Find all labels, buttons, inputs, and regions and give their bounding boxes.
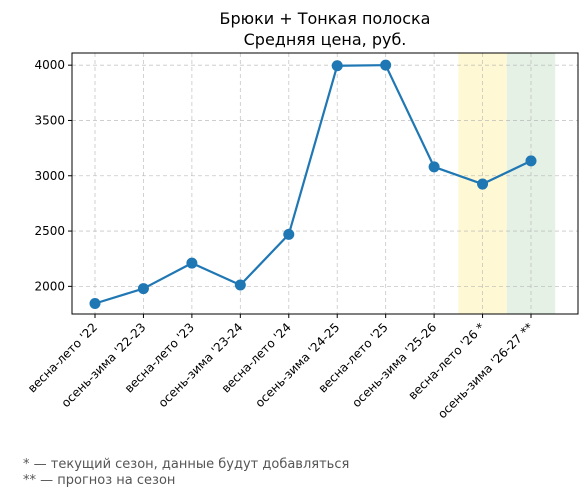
y-tick-label-1: 2500 (34, 224, 65, 238)
data-point-5 (331, 60, 343, 72)
data-point-2 (186, 257, 198, 269)
series-line-0 (94, 64, 532, 305)
footnote-forecast: ** — прогноз на сезон (23, 473, 176, 488)
data-point-1 (137, 283, 149, 295)
y-tick-label-3: 3500 (34, 113, 65, 127)
highlight-bands (458, 53, 556, 314)
y-tick-label-2: 3000 (34, 169, 65, 183)
chart-title-line1: Брюки + Тонкая полоска (220, 9, 431, 28)
grid-lines (72, 53, 578, 314)
data-point-7 (428, 161, 440, 173)
x-tick-label-1: осень-зима '22-23 (59, 320, 149, 410)
footnote-current-season: * — текущий сезон, данные будут добавлят… (23, 457, 350, 472)
highlight-band-1 (506, 53, 556, 314)
x-tick-label-7: осень-зима '25-26 (349, 320, 439, 410)
series-group (89, 59, 537, 309)
data-point-6 (380, 59, 392, 71)
y-tick-label-4: 4000 (34, 58, 65, 72)
data-point-8 (477, 178, 489, 190)
x-tick-label-9: осень-зима '26-27 ** (435, 320, 536, 421)
chart-title-line2: Средняя цена, руб. (244, 30, 407, 49)
x-tick-label-3: осень-зима '23-24 (156, 320, 246, 410)
data-point-4 (283, 228, 295, 240)
y-axis: 2000 2500 3000 3500 4000 (34, 58, 72, 293)
data-point-0 (89, 297, 101, 309)
x-tick-label-5: осень-зима '24-25 (252, 320, 342, 410)
data-point-3 (234, 279, 246, 291)
data-point-9 (525, 155, 537, 167)
y-tick-label-0: 2000 (34, 279, 65, 293)
plot-frame (71, 52, 579, 315)
